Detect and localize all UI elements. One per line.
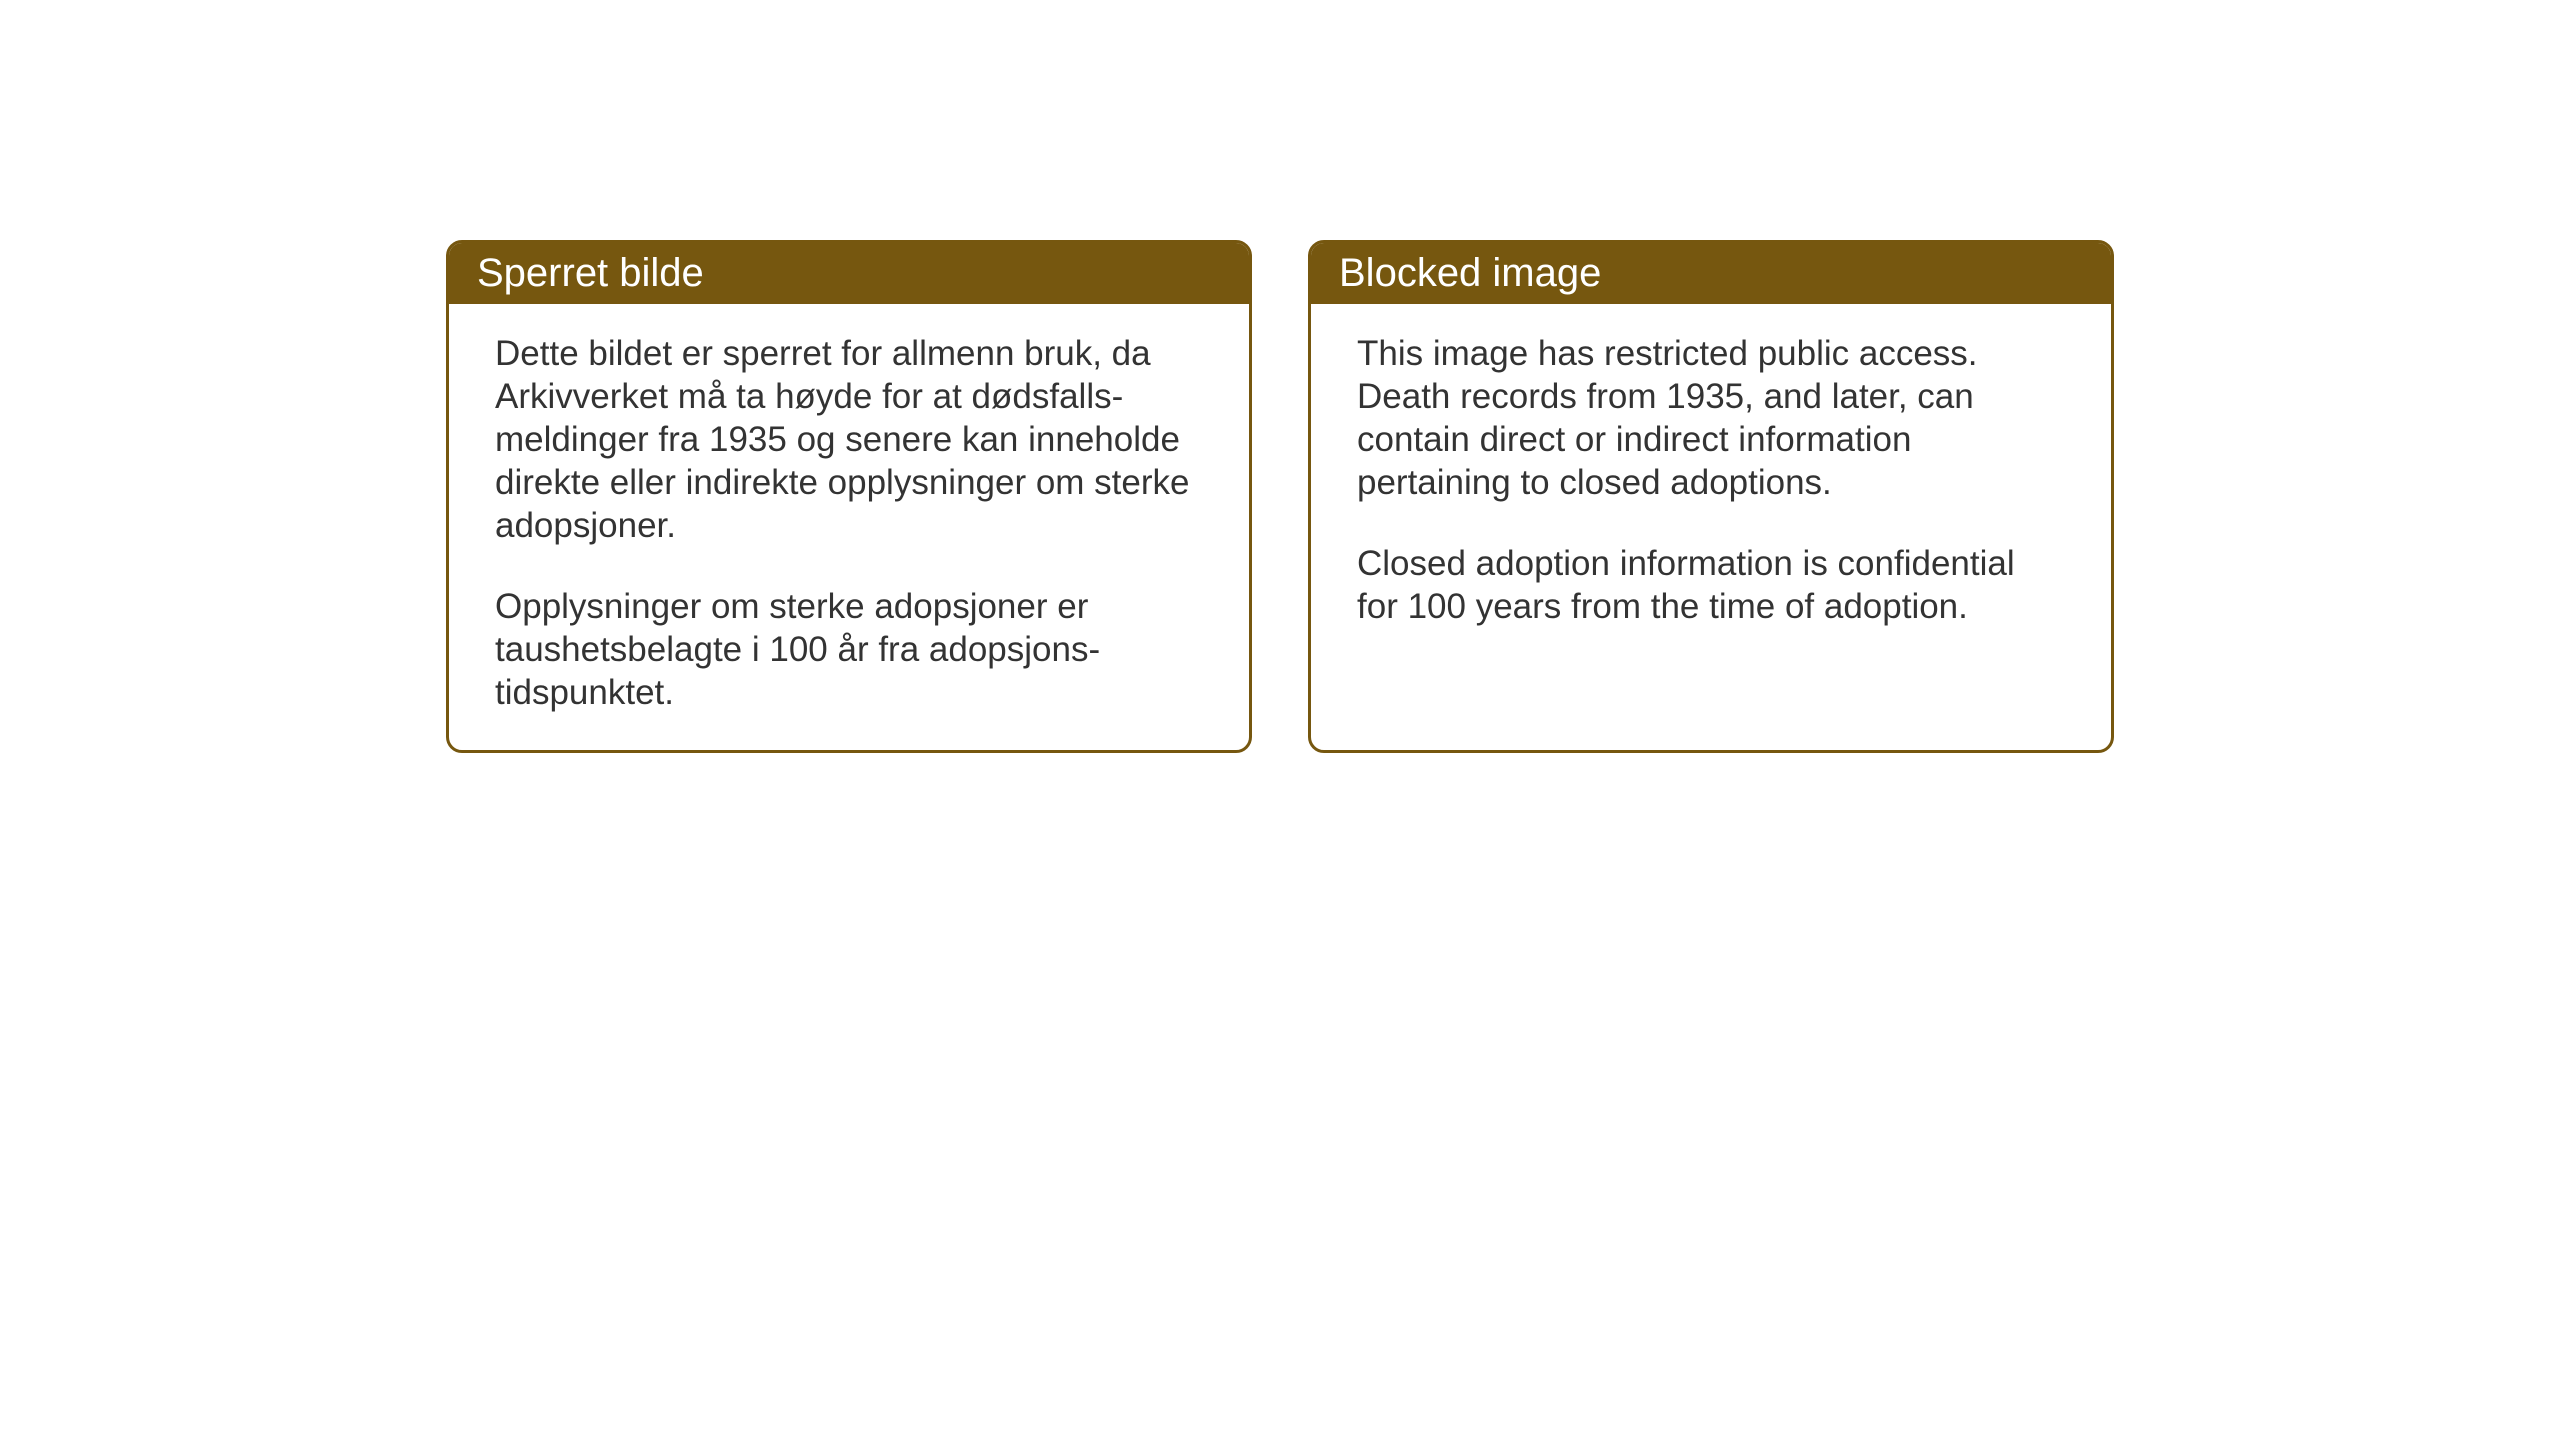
notice-body-norwegian: Dette bildet er sperret for allmenn bruk… xyxy=(449,304,1249,750)
notice-paragraph-1-english: This image has restricted public access.… xyxy=(1357,332,2065,504)
notice-box-norwegian: Sperret bilde Dette bildet er sperret fo… xyxy=(446,240,1252,753)
notice-body-english: This image has restricted public access.… xyxy=(1311,304,2111,664)
notice-header-norwegian: Sperret bilde xyxy=(449,243,1249,304)
notice-paragraph-1-norwegian: Dette bildet er sperret for allmenn bruk… xyxy=(495,332,1203,547)
notice-box-english: Blocked image This image has restricted … xyxy=(1308,240,2114,753)
notice-paragraph-2-english: Closed adoption information is confident… xyxy=(1357,542,2065,628)
notice-paragraph-2-norwegian: Opplysninger om sterke adopsjoner er tau… xyxy=(495,585,1203,714)
notice-container: Sperret bilde Dette bildet er sperret fo… xyxy=(446,240,2114,753)
notice-header-english: Blocked image xyxy=(1311,243,2111,304)
